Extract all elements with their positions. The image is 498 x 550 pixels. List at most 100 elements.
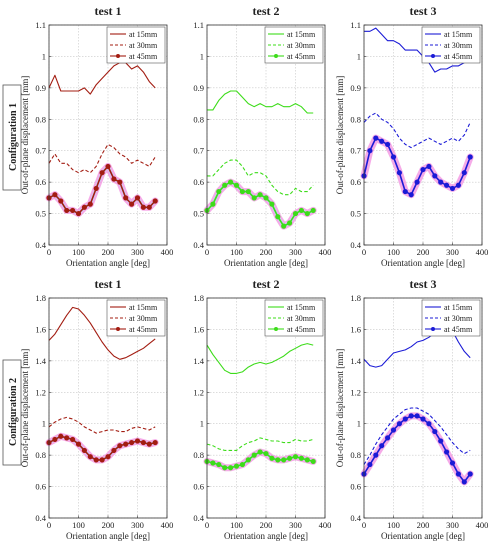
y-tick-label-0: 0.4 <box>193 240 204 250</box>
legend-label-1: at 15mm <box>129 30 158 39</box>
y-tick-label-7: 1.1 <box>350 20 361 30</box>
x-tick-label-1: 100 <box>387 247 400 257</box>
data-point-4 <box>70 207 76 214</box>
series-line-2 <box>48 416 156 434</box>
data-point-12 <box>432 173 438 179</box>
x-tick-label-1: 100 <box>72 247 85 257</box>
legend: at 15mm at 30mm at 45mm <box>421 26 481 64</box>
x-tick-label-2: 200 <box>260 247 273 257</box>
data-point-10 <box>263 195 269 201</box>
data-point-6 <box>396 170 402 176</box>
panel-r1-c2: test 2 0 100 200 300 400 0.4 0.5 0.6 0.7 0.8 0.9 1 1.… <box>193 4 331 268</box>
legend-label-2: at 30mm <box>287 41 316 50</box>
y-tick-label-3: 1 <box>200 419 204 429</box>
y-tick-label-0: 0.4 <box>35 513 46 523</box>
data-point-9 <box>257 449 263 455</box>
legend-label-1: at 15mm <box>444 30 473 39</box>
data-point-11 <box>269 201 275 207</box>
data-point-1 <box>52 436 58 443</box>
row-label-2-box <box>2 359 22 466</box>
data-point-4 <box>385 435 391 441</box>
series-line-1 <box>364 27 471 73</box>
y-tick-label-6: 1.6 <box>35 324 46 334</box>
data-point-18 <box>152 198 158 204</box>
row-label-1-text: Configuration 1 <box>8 103 19 171</box>
x-tick-label-2: 200 <box>417 520 430 530</box>
data-point-12 <box>432 428 438 435</box>
data-point-6 <box>239 188 245 195</box>
x-tick-label-4: 400 <box>319 520 332 530</box>
data-point-1 <box>210 201 216 207</box>
data-point-18 <box>467 154 473 160</box>
series-line-1 <box>206 343 314 374</box>
panel-title: test 1 <box>95 277 122 291</box>
data-point-9 <box>414 413 420 419</box>
axes-frame <box>206 24 326 246</box>
data-point-1 <box>52 192 58 198</box>
legend-marker-3 <box>431 54 435 58</box>
x-tick-label-3: 300 <box>446 520 459 530</box>
data-point-8 <box>93 457 99 463</box>
data-point-1 <box>367 148 373 154</box>
data-point-13 <box>438 179 444 185</box>
data-point-13 <box>123 441 129 447</box>
y-tick-label-3: 0.7 <box>35 146 46 156</box>
y-tick-label-7: 1.8 <box>193 293 204 303</box>
row-label-1: Configuration 1 <box>2 84 22 191</box>
x-tick-label-0: 0 <box>47 247 51 257</box>
data-point-16 <box>455 182 461 188</box>
y-tick-label-1: 0.5 <box>193 209 204 219</box>
data-point-18 <box>310 458 316 465</box>
y-tick-label-6: 1 <box>357 51 361 61</box>
x-tick-label-0: 0 <box>362 247 366 257</box>
data-point-16 <box>455 471 461 477</box>
data-point-6 <box>81 447 88 454</box>
y-tick-label-5: 0.9 <box>35 83 46 93</box>
data-point-4 <box>228 179 234 185</box>
data-point-18 <box>467 471 473 477</box>
legend-label-1: at 15mm <box>444 303 473 312</box>
data-point-5 <box>233 463 240 469</box>
row-label-2: Configuration 2 <box>2 359 22 466</box>
y-axis-label: Out-of-plane displacement [mm] <box>335 76 345 194</box>
row-label-2-text: Configuration 2 <box>8 378 19 446</box>
x-tick-label-4: 400 <box>161 247 174 257</box>
data-point-12 <box>275 214 281 220</box>
axes-frame <box>48 24 168 246</box>
data-point-3 <box>222 182 228 188</box>
y-tick-label-1: 0.6 <box>35 482 46 492</box>
legend-label-3: at 45mm <box>287 325 316 334</box>
y-tick-label-3: 1 <box>42 419 46 429</box>
series-line-2 <box>363 112 471 149</box>
data-point-17 <box>146 441 152 447</box>
legend: at 15mm at 30mm at 45mm <box>264 26 324 64</box>
data-point-15 <box>134 195 141 201</box>
y-tick-label-2: 0.6 <box>193 177 204 187</box>
x-tick-label-4: 400 <box>476 247 489 257</box>
series-line-2 <box>48 143 156 174</box>
data-point-10 <box>105 163 111 170</box>
data-point-1 <box>210 460 216 466</box>
x-axis-label: Orientation angle [deg] <box>224 531 308 541</box>
panel-r1-c3: test 3 0 100 200 300 400 0.4 0.5 0.6 0.7 0.8 0.9 1 1.… <box>335 4 488 268</box>
data-point-13 <box>438 438 444 444</box>
y-tick-label-1: 0.6 <box>193 482 204 492</box>
data-point-11 <box>111 176 117 182</box>
y-tick-label-4: 1.2 <box>193 387 204 397</box>
data-point-16 <box>140 439 146 446</box>
legend-marker-3 <box>274 327 278 331</box>
data-point-16 <box>298 207 304 214</box>
x-tick-label-2: 200 <box>417 247 430 257</box>
series-line-1 <box>48 306 156 360</box>
series-line-2 <box>363 407 471 465</box>
legend-label-1: at 15mm <box>287 303 316 312</box>
data-point-3 <box>222 465 228 471</box>
legend-marker-3 <box>116 54 120 58</box>
legend-label-3: at 45mm <box>129 52 158 61</box>
x-tick-label-0: 0 <box>205 247 209 257</box>
data-point-11 <box>269 455 275 461</box>
legend-label-2: at 30mm <box>129 314 158 323</box>
data-point-14 <box>287 455 293 461</box>
data-point-5 <box>75 441 82 447</box>
